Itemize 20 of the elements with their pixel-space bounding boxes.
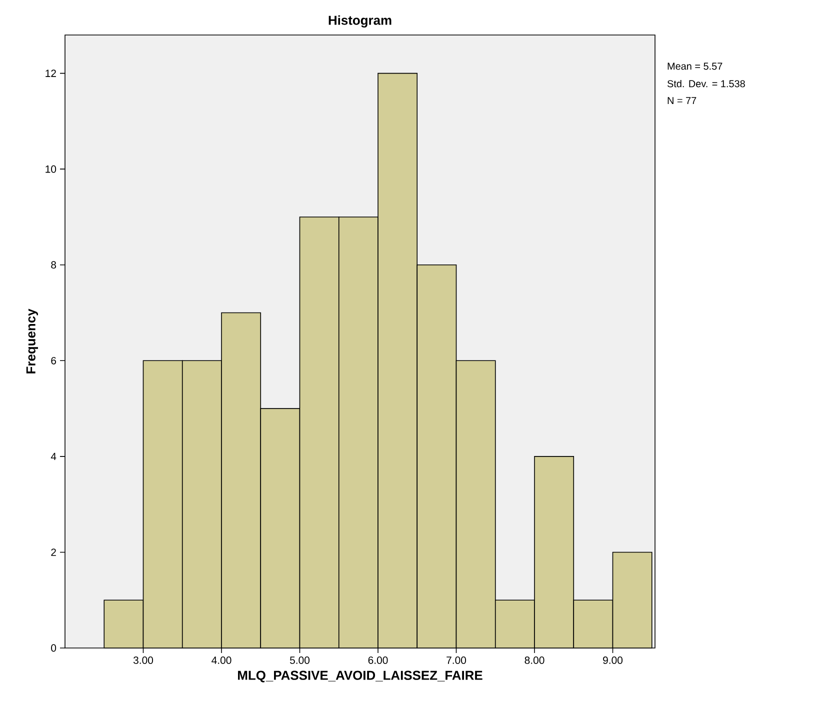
x-tick-label: 7.00: [446, 656, 466, 664]
chart-title: Histogram: [328, 15, 392, 28]
text: Std. Dev. = 1.538: [667, 80, 745, 88]
x-tick-label: 4.00: [212, 656, 232, 664]
x-axis-title: MLQ_PASSIVE_AVOID_LAISSEZ_FAIRE: [238, 670, 482, 682]
y-tick-label: 12: [46, 70, 56, 77]
x-tick-label: 9.00: [603, 656, 623, 664]
y-tick-label: 8: [51, 261, 56, 269]
y-tick-label: 2: [51, 548, 56, 556]
y-tick-label: 10: [46, 165, 56, 173]
y-axis-title: Frequency: [26, 308, 38, 374]
text: N = 77: [668, 97, 696, 104]
x-tick-label: 3.00: [133, 656, 154, 664]
x-tick-label: 8.00: [524, 656, 544, 664]
y-tick-label: 0: [51, 644, 56, 652]
y-tick-label: 6: [51, 356, 56, 364]
x-tick-label: 5.00: [290, 656, 310, 664]
text: Mean = 5.57: [668, 62, 722, 70]
y-tick-label: 4: [50, 452, 56, 460]
x-tick-label: 6.00: [368, 656, 388, 664]
